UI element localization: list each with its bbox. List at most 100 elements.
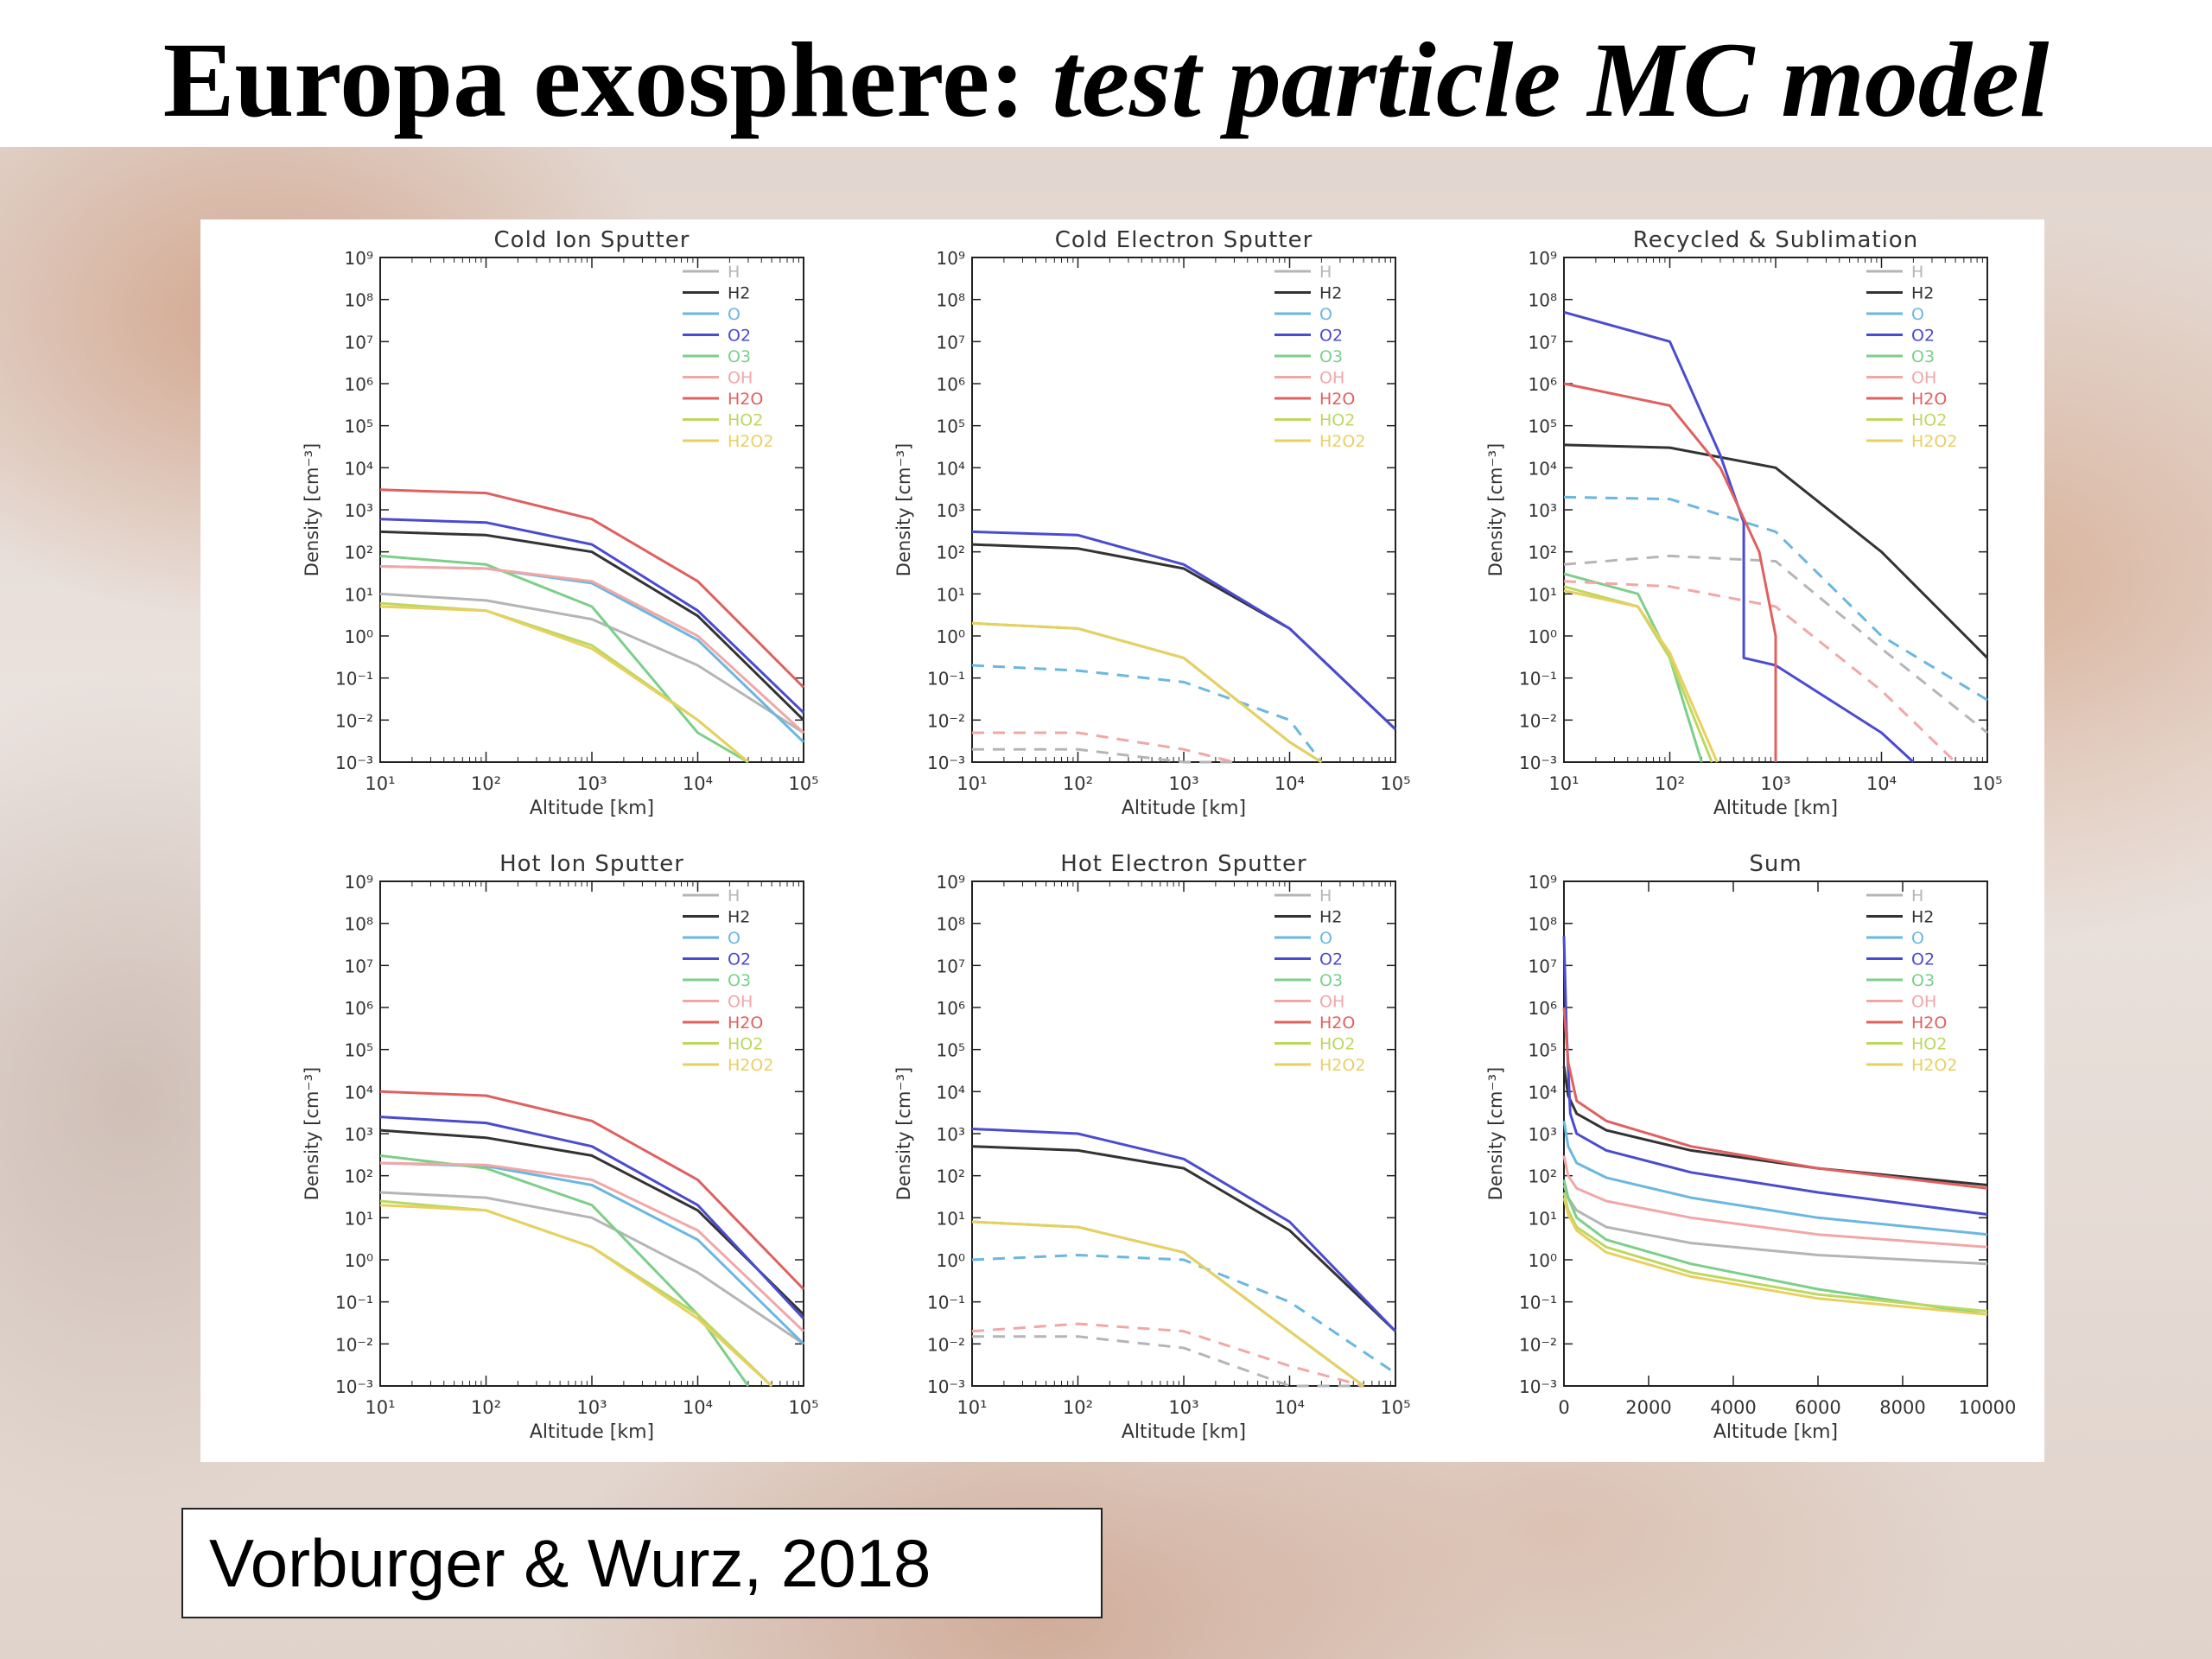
series-line-h [972,1335,1364,1388]
y-axis-label: Density [cm⁻³] [893,1067,914,1200]
series-line-h [379,1191,804,1345]
x-tick-label: 10000 [1959,1397,2017,1418]
x-tick-label: 10⁴ [1274,1397,1305,1418]
x-tick-label: 10⁵ [788,773,818,794]
y-tick-label: 10⁸ [345,290,373,311]
legend-label: O [1319,305,1332,324]
series-line-h [379,592,804,734]
figure-panel: Cold Ion Sputter 10⁻³ 10⁻² 10⁻¹ 10⁰ 10¹ 10² 10³… [200,219,2044,1462]
x-tick-label: 4000 [1710,1397,1756,1418]
x-tick-label: 6000 [1795,1397,1840,1418]
legend-label: H [1911,887,1923,906]
legend-label: H2 [1911,284,1934,303]
x-tick-label: 10⁵ [788,1397,818,1418]
legend-label: H2 [1319,284,1342,303]
y-tick-label: 10⁻² [1519,710,1557,731]
y-tick-label: 10⁶ [937,998,965,1019]
legend-label: HO2 [1319,1035,1355,1054]
y-tick-label: 10⁷ [937,332,965,353]
y-tick-label: 10⁹ [345,248,373,269]
legend-label: H2O [728,390,763,409]
series-line-oh [972,731,1235,764]
y-tick-label: 10⁻² [335,710,373,731]
legend-label: H2 [1319,908,1342,927]
y-tick-label: 10⁰ [1529,626,1557,647]
x-tick-label: 10¹ [1548,773,1579,794]
x-tick-label: 10³ [1168,773,1198,794]
x-tick-label: 10¹ [957,773,987,794]
y-tick-label: 10⁰ [345,626,373,647]
series-line-h2o [1563,382,1777,762]
y-tick-label: 10² [937,1166,965,1187]
series-line-o2 [379,518,805,714]
chart-title: Sum [1749,851,1802,877]
legend-label: H [728,887,740,906]
x-tick-label: 10² [1063,1397,1093,1418]
series-line-o3 [1563,572,1703,763]
plot-frame [1563,880,1988,1387]
y-tick-label: 10³ [1529,500,1557,521]
series-line-h2 [379,1128,805,1316]
legend-label: OH [1319,993,1344,1012]
y-tick-label: 10⁴ [1529,458,1557,479]
legend-label: O2 [1911,327,1935,346]
legend-label: OH [1911,369,1936,388]
y-tick-label: 10¹ [345,584,373,605]
series-line-oh [379,1161,805,1332]
plot-frame [971,880,1396,1387]
y-tick-label: 10¹ [1529,1208,1557,1229]
y-tick-label: 10⁶ [1529,998,1557,1019]
legend-label: O3 [1911,971,1935,990]
series-line-o [971,1254,1396,1375]
series-line-h2o2 [1563,589,1719,763]
x-tick-label: 8000 [1879,1397,1925,1418]
x-axis-label: Altitude [km] [1122,1421,1246,1443]
y-tick-label: 10⁷ [345,956,373,976]
legend-label: O [1319,929,1332,948]
y-tick-label: 10⁹ [1529,872,1557,893]
legend-label: H [1319,263,1332,282]
series-line-o3 [379,554,749,764]
x-tick-label: 10³ [576,773,607,794]
y-tick-label: 10⁻³ [335,1376,373,1397]
x-tick-label: 10² [471,1397,501,1418]
legend-label: O [728,929,741,948]
chart-title: Hot Ion Sputter [499,851,684,877]
x-tick-label: 10³ [1760,773,1790,794]
y-tick-label: 10⁹ [937,248,965,269]
legend-label: H2 [1911,908,1934,927]
legend-label: O [728,305,741,324]
y-tick-label: 10⁴ [937,458,965,479]
y-tick-label: 10¹ [937,1208,965,1229]
x-tick-label: 0 [1558,1397,1569,1418]
series-line-h2o2 [971,621,1323,764]
series-line-h2 [971,1145,1397,1332]
x-tick-label: 10² [471,773,501,794]
legend-label: H2 [728,284,750,303]
y-tick-label: 10² [345,543,373,563]
chart-title: Hot Electron Sputter [1060,851,1306,877]
y-tick-label: 10⁶ [345,998,373,1019]
x-tick-label: 10² [1063,773,1093,794]
legend-label: H2O [1911,1014,1947,1033]
series-line-h2o [1562,1007,1988,1190]
x-tick-label: 10⁴ [1274,773,1305,794]
legend-label: OH [1319,369,1344,388]
legend-label: H2O [1319,1014,1355,1033]
y-tick-label: 10⁹ [1529,248,1557,269]
legend-label: O [1911,929,1924,948]
legend-label: H2O [728,1014,763,1033]
series-line-h [972,747,1235,764]
y-axis-label: Density [cm⁻³] [893,443,914,576]
x-tick-label: 10¹ [365,773,395,794]
legend-label: O2 [1319,950,1343,969]
legend-label: H2 [728,908,750,927]
y-tick-label: 10⁰ [345,1250,373,1271]
y-tick-label: 10⁻¹ [335,1293,373,1313]
legend-label: HO2 [1911,1035,1947,1054]
x-tick-label: 10¹ [957,1397,987,1418]
figure-svg: Cold Ion Sputter 10⁻³ 10⁻² 10⁻¹ 10⁰ 10¹ 10² 10³… [302,227,2017,1443]
legend-label: H2O2 [1911,432,1957,451]
y-tick-label: 10¹ [345,1208,373,1229]
series-line-o2 [971,530,1397,731]
